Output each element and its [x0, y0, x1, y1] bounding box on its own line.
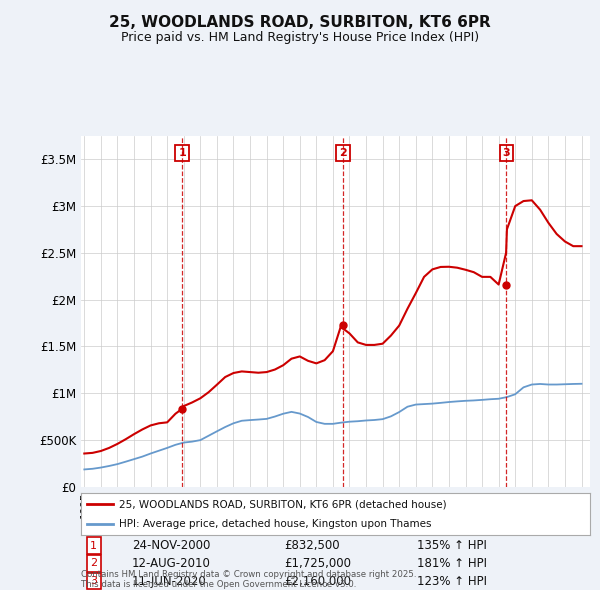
Text: Contains HM Land Registry data © Crown copyright and database right 2025.
This d: Contains HM Land Registry data © Crown c… — [81, 570, 416, 589]
Text: £1,725,000: £1,725,000 — [284, 557, 352, 570]
Text: 3: 3 — [90, 576, 97, 586]
Text: 135% ↑ HPI: 135% ↑ HPI — [417, 539, 487, 552]
Text: 1: 1 — [178, 148, 186, 158]
Text: 25, WOODLANDS ROAD, SURBITON, KT6 6PR: 25, WOODLANDS ROAD, SURBITON, KT6 6PR — [109, 15, 491, 30]
Text: 1: 1 — [90, 541, 97, 550]
Text: 3: 3 — [502, 148, 510, 158]
Text: 2: 2 — [339, 148, 347, 158]
Text: £832,500: £832,500 — [284, 539, 340, 552]
Text: Price paid vs. HM Land Registry's House Price Index (HPI): Price paid vs. HM Land Registry's House … — [121, 31, 479, 44]
Text: 123% ↑ HPI: 123% ↑ HPI — [417, 575, 487, 588]
Text: 12-AUG-2010: 12-AUG-2010 — [132, 557, 211, 570]
Text: 181% ↑ HPI: 181% ↑ HPI — [417, 557, 487, 570]
Text: £2,160,000: £2,160,000 — [284, 575, 352, 588]
Text: HPI: Average price, detached house, Kingston upon Thames: HPI: Average price, detached house, King… — [119, 519, 431, 529]
Text: 2: 2 — [90, 559, 97, 568]
Text: 25, WOODLANDS ROAD, SURBITON, KT6 6PR (detached house): 25, WOODLANDS ROAD, SURBITON, KT6 6PR (d… — [119, 499, 447, 509]
Text: 11-JUN-2020: 11-JUN-2020 — [132, 575, 206, 588]
Text: 24-NOV-2000: 24-NOV-2000 — [132, 539, 210, 552]
